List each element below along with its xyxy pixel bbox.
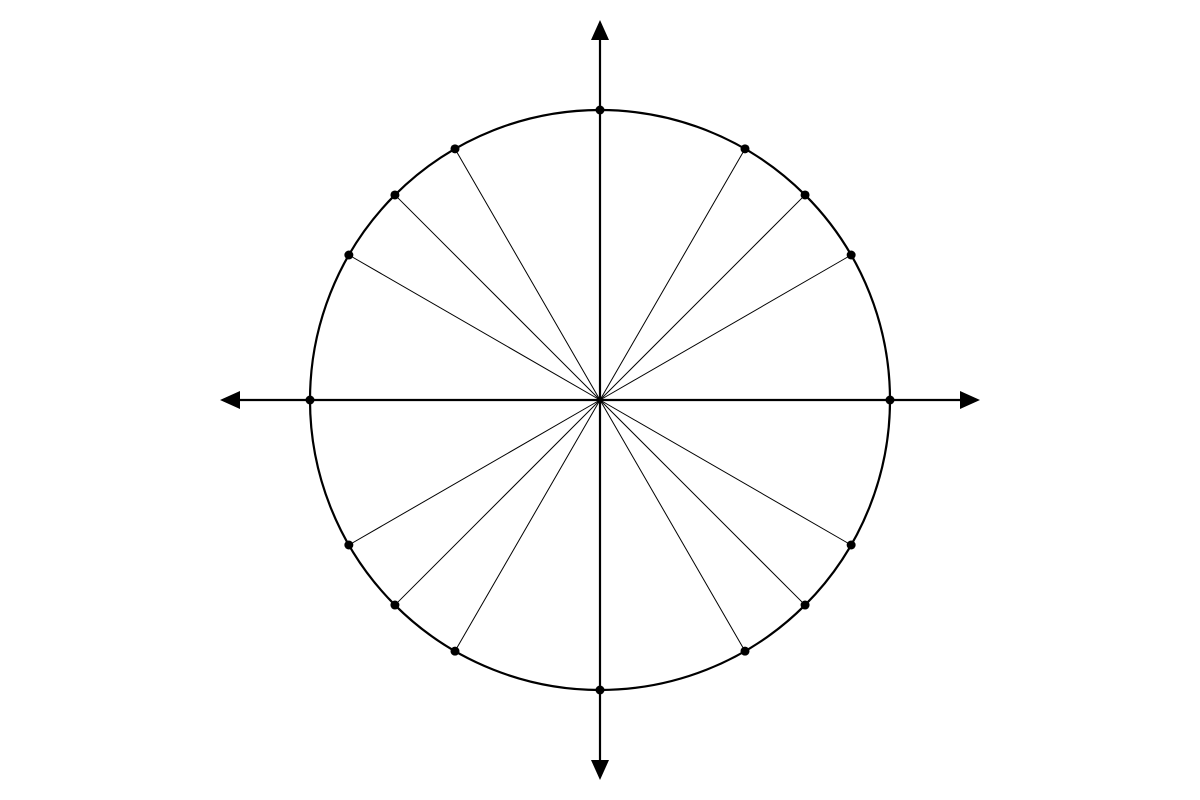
angle-point [390, 601, 399, 610]
radial-line [600, 195, 805, 400]
radial-line [600, 400, 745, 651]
radial-line [455, 149, 600, 400]
radial-line [600, 400, 851, 545]
angle-point [741, 647, 750, 656]
angle-point [847, 541, 856, 550]
radial-line [600, 400, 805, 605]
angle-point [596, 106, 605, 115]
radial-line [395, 400, 600, 605]
angle-point [741, 144, 750, 153]
angle-point [344, 541, 353, 550]
angle-point [801, 601, 810, 610]
axis-arrowhead [960, 391, 980, 409]
angle-point [801, 190, 810, 199]
axis-arrowhead [220, 391, 240, 409]
radial-line [349, 400, 600, 545]
angle-point [306, 396, 315, 405]
axis-arrowhead [591, 760, 609, 780]
angle-point [451, 647, 460, 656]
angle-point [390, 190, 399, 199]
radial-line [395, 195, 600, 400]
angle-point [596, 686, 605, 695]
radial-line [455, 400, 600, 651]
angle-point [344, 251, 353, 260]
angle-point [886, 396, 895, 405]
axis-arrowhead [591, 20, 609, 40]
radial-line [600, 255, 851, 400]
radial-line [349, 255, 600, 400]
radial-line [600, 149, 745, 400]
unit-circle-diagram [0, 0, 1200, 800]
angle-point [451, 144, 460, 153]
angle-point [847, 251, 856, 260]
